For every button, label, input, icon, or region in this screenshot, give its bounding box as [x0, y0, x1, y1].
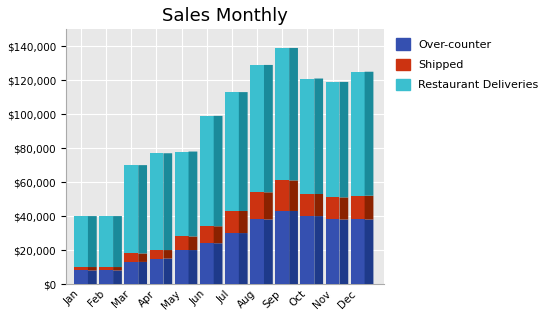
Bar	[225, 211, 239, 233]
Bar	[175, 152, 189, 237]
Bar	[276, 48, 289, 180]
Polygon shape	[163, 153, 172, 250]
Bar	[250, 219, 264, 284]
Polygon shape	[163, 250, 172, 259]
Polygon shape	[163, 259, 172, 284]
Polygon shape	[239, 92, 248, 211]
Polygon shape	[189, 237, 197, 250]
Bar	[99, 216, 113, 267]
Polygon shape	[138, 262, 147, 284]
Polygon shape	[138, 165, 147, 253]
Bar	[276, 211, 289, 284]
Bar	[276, 180, 289, 211]
Bar	[175, 237, 189, 250]
Bar	[74, 267, 88, 270]
Polygon shape	[339, 197, 348, 219]
Polygon shape	[189, 152, 197, 237]
Polygon shape	[314, 194, 323, 216]
Bar	[150, 259, 163, 284]
Polygon shape	[113, 216, 122, 267]
Polygon shape	[339, 82, 348, 197]
Polygon shape	[365, 196, 373, 219]
Polygon shape	[138, 253, 147, 262]
Bar	[300, 216, 314, 284]
Bar	[99, 270, 113, 284]
Polygon shape	[289, 211, 298, 284]
Bar	[250, 65, 264, 192]
Polygon shape	[214, 226, 223, 243]
Bar	[74, 270, 88, 284]
Polygon shape	[189, 250, 197, 284]
Bar	[351, 219, 365, 284]
Legend: Over-counter, Shipped, Restaurant Deliveries: Over-counter, Shipped, Restaurant Delive…	[393, 35, 542, 93]
Bar	[200, 226, 214, 243]
Polygon shape	[365, 72, 373, 196]
Polygon shape	[214, 116, 223, 226]
Polygon shape	[239, 211, 248, 233]
Polygon shape	[214, 243, 223, 284]
Polygon shape	[314, 79, 323, 194]
Polygon shape	[264, 65, 273, 192]
Polygon shape	[365, 219, 373, 284]
Bar	[200, 243, 214, 284]
Bar	[326, 197, 339, 219]
Bar	[300, 194, 314, 216]
Polygon shape	[113, 267, 122, 270]
Bar	[124, 165, 138, 253]
Bar	[175, 250, 189, 284]
Polygon shape	[88, 267, 97, 270]
Bar	[326, 82, 339, 197]
Polygon shape	[314, 216, 323, 284]
Polygon shape	[88, 216, 97, 267]
Bar	[300, 79, 314, 194]
Polygon shape	[264, 192, 273, 219]
Polygon shape	[239, 233, 248, 284]
Bar	[150, 250, 163, 259]
Bar	[351, 196, 365, 219]
Bar	[150, 153, 163, 250]
Polygon shape	[289, 180, 298, 211]
Bar	[124, 262, 138, 284]
Bar	[225, 92, 239, 211]
Bar	[225, 233, 239, 284]
Bar	[326, 219, 339, 284]
Title: Sales Monthly: Sales Monthly	[162, 7, 288, 25]
Bar	[250, 192, 264, 219]
Polygon shape	[339, 219, 348, 284]
Bar	[351, 72, 365, 196]
Polygon shape	[88, 270, 97, 284]
Polygon shape	[289, 48, 298, 180]
Bar	[124, 253, 138, 262]
Polygon shape	[113, 270, 122, 284]
Bar	[200, 116, 214, 226]
Bar	[74, 216, 88, 267]
Bar	[99, 267, 113, 270]
Polygon shape	[264, 219, 273, 284]
